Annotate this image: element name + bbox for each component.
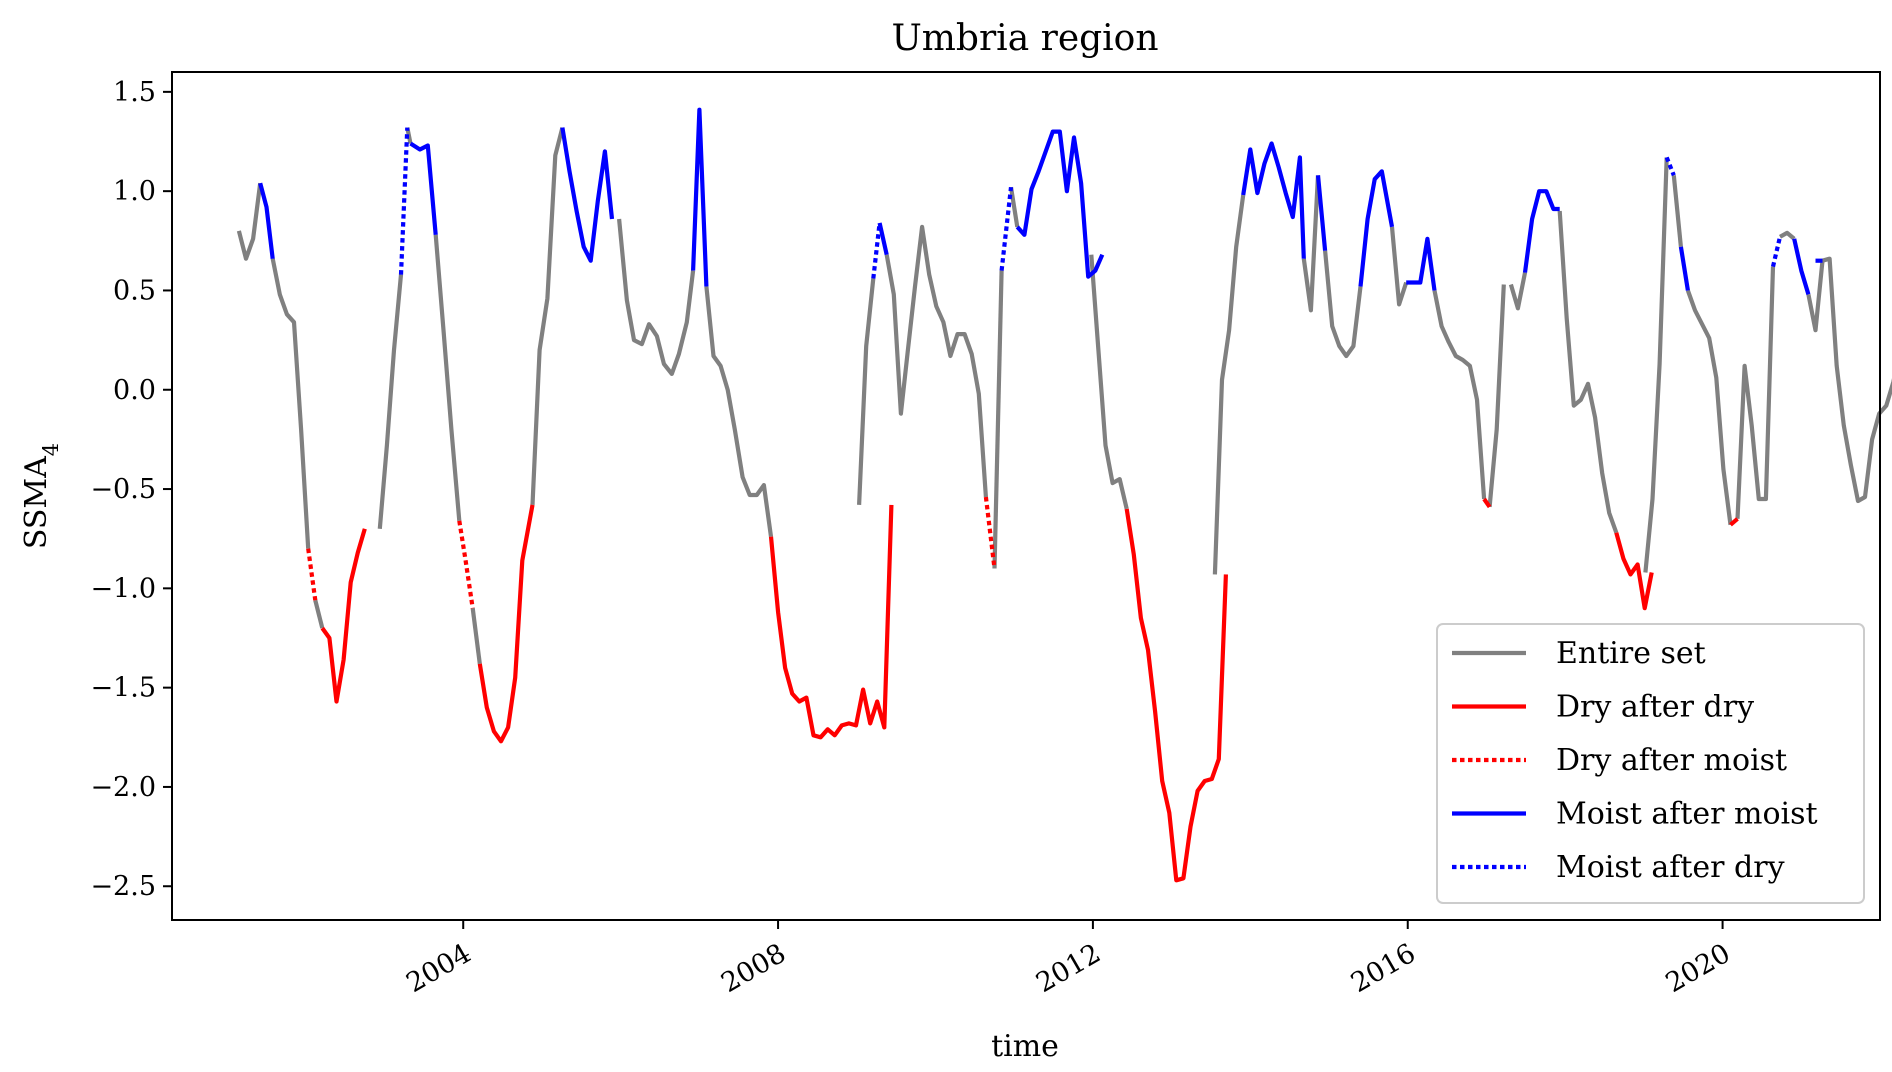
series-entire-set-segment-27 [1735,266,1776,519]
series-entire-set-segment-7 [470,607,482,665]
y-axis-title: SSMA4 [19,443,63,549]
x-axis: 2004 2008 2012 2016 2020 [401,920,1736,999]
series-entire-set-segment-18 [1323,250,1363,359]
y-tick-label: −0.5 [90,474,156,505]
series-entire-set-segment-11 [857,278,876,505]
legend: Entire set Dry after dry Dry after moist Mo… [1436,623,1865,904]
series-dry-after-dry-segment-5 [1482,497,1492,509]
series-entire-set-segment-1 [236,182,263,261]
series-dry-after-dry-segment-7 [1729,517,1739,527]
series-dry-after-moist-segment-1 [306,548,318,601]
series-moist-after-moist-segment-7 [1241,141,1306,259]
series-moist-after-moist-segment-11 [1522,189,1560,273]
series-entire-set-segment-23 [1557,210,1619,534]
y-axis-title-main: SSMA [19,456,54,549]
series-moist-after-dry-segment-4 [1664,156,1676,177]
x-tick-label: 2012 [1031,938,1106,999]
series-moist-after-dry-segment-1 [398,127,410,275]
y-tick-label: −2.0 [90,772,156,803]
legend-box [1436,623,1865,904]
series-moist-after-dry-segment-2 [871,222,882,279]
series-dry-after-dry-segment-4 [1124,508,1228,883]
series-moist-after-moist-segment-12 [1678,246,1690,291]
series-moist-after-moist-segment-4 [691,107,709,287]
y-tick-label: 0.0 [113,375,156,406]
series-entire-set-segment-20 [1432,290,1487,500]
series-entire-set-segment-4 [377,274,404,529]
series-entire-set-segment-2 [270,258,311,549]
series-moist-after-moist-segment-5 [877,222,889,256]
x-tick-label: 2004 [401,938,476,999]
series-dry-after-dry-segment-6 [1614,532,1654,611]
series-moist-after-dry-segment-3 [999,186,1014,271]
legend-label-dry-after-moist: Dry after moist [1556,743,1787,778]
legend-label-moist-after-moist: Moist after moist [1556,797,1818,832]
series-entire-set-segment-22 [1508,272,1528,311]
series-entire-set-segment-13 [992,270,1004,569]
series-entire-set-segment-3 [313,599,325,629]
series-entire-set-segment-8 [530,127,565,505]
series-entire-set-segment-10 [704,286,774,537]
series-entire-set-segment-21 [1487,284,1506,508]
series-moist-after-moist-segment-8 [1315,175,1328,251]
series-dry-after-moist-segment-2 [457,520,475,609]
series-moist-after-moist-segment-6 [1015,129,1105,279]
y-axis-title-subscript: 4 [39,443,63,456]
series-entire-set-segment-12 [884,224,988,498]
series-entire-set-segment-15 [1089,254,1129,510]
legend-label-entire-set: Entire set [1556,636,1706,671]
series-layer [236,107,1892,883]
series-moist-after-moist-segment-9 [1358,169,1395,287]
plot-frame [171,71,1881,921]
series-entire-set-segment-25 [1671,175,1683,248]
x-axis-title: time [991,1029,1059,1064]
series-entire-set-segment-24 [1643,157,1669,573]
y-tick-label: −1.0 [90,573,156,604]
y-tick-label: −1.5 [90,673,156,704]
series-entire-set-segment-19 [1389,226,1409,307]
series-moist-after-moist-segment-1 [258,182,275,259]
y-axis: 1.5 1.0 0.5 0.0 −0.5 −1.0 −1.5 −2.0 −2.5 [90,77,172,902]
series-entire-set-segment-29 [1806,256,1892,504]
series-entire-set-segment-14 [1008,186,1020,228]
x-tick-label: 2020 [1661,938,1736,999]
y-tick-label: −2.5 [90,871,156,902]
y-tick-label: 1.0 [113,176,156,207]
x-tick-label: 2008 [716,938,791,999]
series-moist-after-moist-segment-10 [1406,236,1437,291]
series-moist-after-moist-segment-3 [560,127,615,263]
series-entire-set-segment-17 [1301,175,1321,313]
series-entire-set-segment-9 [617,218,696,376]
y-tick-label: 0.5 [113,275,156,306]
series-dry-after-moist-segment-3 [983,496,997,569]
chart-title: Umbria region [891,18,1158,59]
series-entire-set-segment-16 [1212,194,1246,575]
y-tick-label: 1.5 [113,77,156,108]
series-dry-after-dry-segment-2 [477,504,535,744]
series-dry-after-dry-segment-1 [320,528,367,704]
series-entire-set-segment-26 [1685,289,1733,526]
series-moist-after-moist-segment-13 [1792,238,1811,296]
series-entire-set-segment-6 [433,234,462,521]
x-tick-label: 2016 [1346,938,1421,999]
series-dry-after-dry-segment-3 [768,504,894,740]
series-moist-after-dry-segment-5 [1770,236,1783,268]
legend-label-moist-after-dry: Moist after dry [1556,850,1785,885]
series-moist-after-moist-segment-2 [409,141,438,235]
legend-label-dry-after-dry: Dry after dry [1556,690,1754,725]
series-entire-set-segment-28 [1778,230,1796,241]
